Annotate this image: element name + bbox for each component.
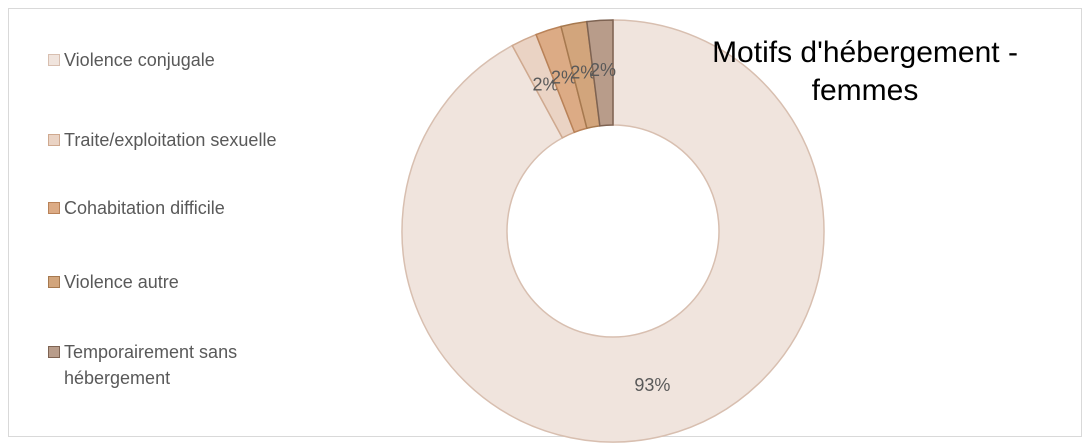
legend-label: Temporairement sans hébergement xyxy=(64,342,238,388)
legend-label: Violence conjugale xyxy=(64,50,215,70)
legend-label: Violence autre xyxy=(64,272,179,292)
legend-swatch xyxy=(48,134,60,146)
chart-frame xyxy=(8,8,1082,437)
legend-swatch xyxy=(48,54,60,66)
legend-item: Cohabitation difficile xyxy=(48,195,298,221)
data-label: 2% xyxy=(532,75,558,95)
data-label: 93% xyxy=(634,375,670,395)
legend-item: Traite/exploitation sexuelle xyxy=(48,127,298,153)
legend-item: Temporairement sans hébergement xyxy=(48,339,298,391)
chart-title: Motifs d'hébergement - femmes xyxy=(712,36,1018,107)
data-label: 2% xyxy=(570,63,596,83)
data-label: 2% xyxy=(551,67,577,87)
slice xyxy=(401,19,825,443)
legend-swatch xyxy=(48,346,60,358)
legend-label: Traite/exploitation sexuelle xyxy=(64,130,277,150)
legend-item: Violence conjugale xyxy=(48,47,298,73)
legend-label: Cohabitation difficile xyxy=(64,198,225,218)
slice xyxy=(585,19,614,127)
legend-swatch xyxy=(48,202,60,214)
legend-item: Violence autre xyxy=(48,269,298,295)
data-label: 2% xyxy=(590,60,616,80)
legend-swatch xyxy=(48,276,60,288)
